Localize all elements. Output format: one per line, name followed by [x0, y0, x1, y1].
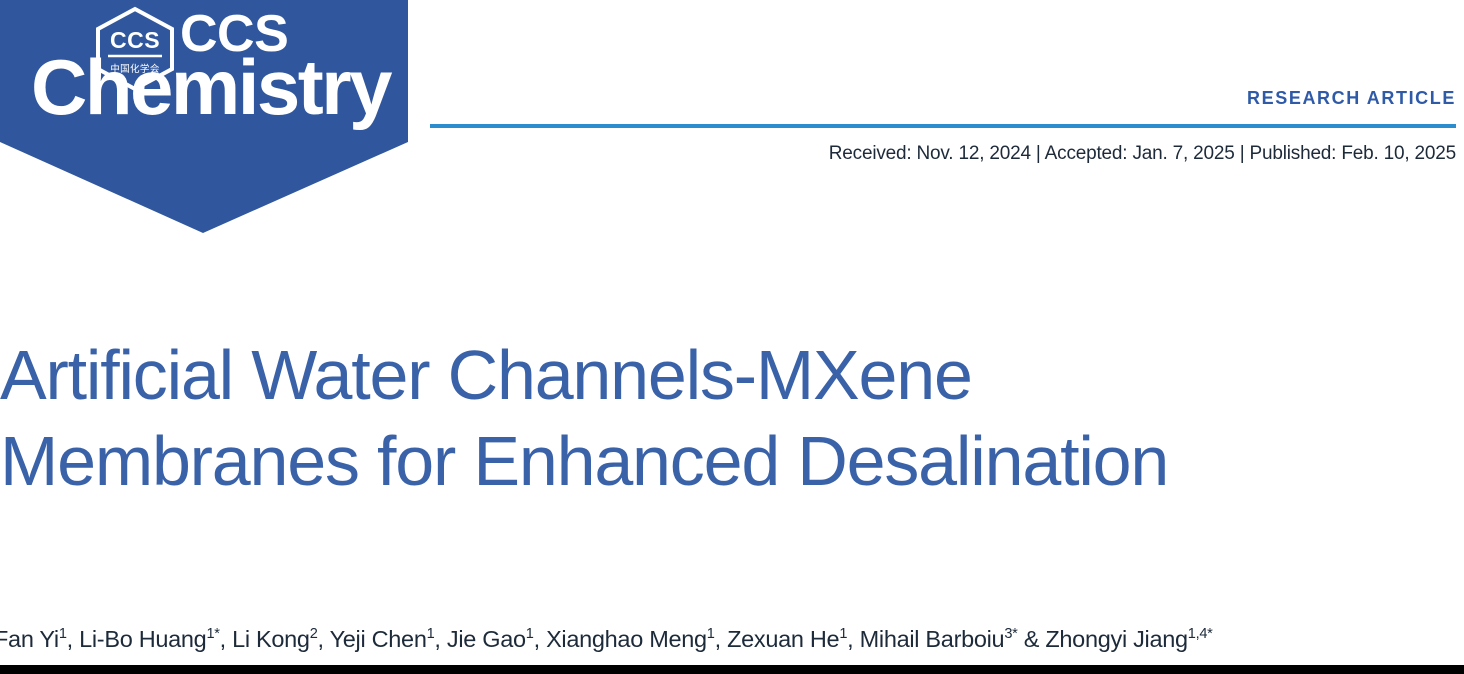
- author-affiliation-marker: 1: [426, 626, 435, 643]
- author-affiliation-marker: 1: [58, 626, 67, 643]
- hexagon-badge-icon: CCS 中国化学会: [92, 6, 178, 94]
- journal-wordmark-chemistry: Chemistry: [31, 43, 392, 131]
- publication-dates: Received: Nov. 12, 2024 | Accepted: Jan.…: [828, 143, 1456, 164]
- author-affiliation-marker: 3*: [1004, 626, 1018, 643]
- author-affiliation-marker: 1: [839, 626, 848, 643]
- hexagon-badge-abbrev: CCS: [110, 27, 160, 53]
- author-separator: ,: [533, 626, 547, 652]
- author-entry: Zhongyi Jiang1,4*: [1045, 626, 1212, 652]
- author-affiliation-marker: 2: [309, 626, 318, 643]
- page-bottom-edge: [0, 665, 1464, 674]
- author-separator: ,: [847, 626, 860, 652]
- author-name: Xianghao Meng: [546, 626, 707, 652]
- author-separator: ,: [66, 626, 80, 652]
- author-separator: ,: [714, 626, 728, 652]
- author-affiliation-marker: 1: [525, 626, 534, 643]
- author-name: Jie Gao: [446, 626, 526, 652]
- author-entry: Mihail Barboiu3*: [860, 626, 1018, 652]
- author-name: Li Kong: [232, 626, 310, 652]
- author-entry: Zexuan He1: [727, 626, 847, 652]
- author-name: Zexuan He: [727, 626, 840, 652]
- author-affiliation-marker: 1: [706, 626, 715, 643]
- author-affiliation-marker: 1*: [206, 626, 220, 643]
- header-divider-rule: [430, 124, 1456, 128]
- author-entry: Fan Yi1: [0, 626, 67, 652]
- hexagon-badge-society-name: 中国化学会: [110, 63, 160, 75]
- author-separator: ,: [434, 626, 447, 652]
- author-list: Fan Yi1, Li-Bo Huang1*, Li Kong2, Yeji C…: [0, 624, 1464, 654]
- journal-banner: CCS 中国化学会 CCS Chemistry: [0, 0, 408, 233]
- author-separator: &: [1017, 626, 1046, 652]
- author-name: Li-Bo Huang: [79, 626, 207, 652]
- author-name: Yeji Chen: [329, 626, 427, 652]
- page-title: Artificial Water Channels-MXene Membrane…: [0, 336, 1169, 500]
- author-entry: Yeji Chen1: [330, 626, 435, 652]
- article-type-label: RESEARCH ARTICLE: [1247, 88, 1456, 108]
- author-separator: ,: [317, 626, 330, 652]
- author-name: Fan Yi: [0, 626, 59, 652]
- author-entry: Jie Gao1: [447, 626, 534, 652]
- author-entry: Li Kong2: [232, 626, 318, 652]
- author-entry: Xianghao Meng1: [546, 626, 715, 652]
- author-name: Mihail Barboiu: [859, 626, 1005, 652]
- journal-wordmark-ccs: CCS: [180, 5, 289, 63]
- author-separator: ,: [219, 626, 233, 652]
- author-affiliation-marker: 1,4*: [1187, 626, 1213, 643]
- author-name: Zhongyi Jiang: [1045, 626, 1188, 652]
- author-entry: Li-Bo Huang1*: [79, 626, 220, 652]
